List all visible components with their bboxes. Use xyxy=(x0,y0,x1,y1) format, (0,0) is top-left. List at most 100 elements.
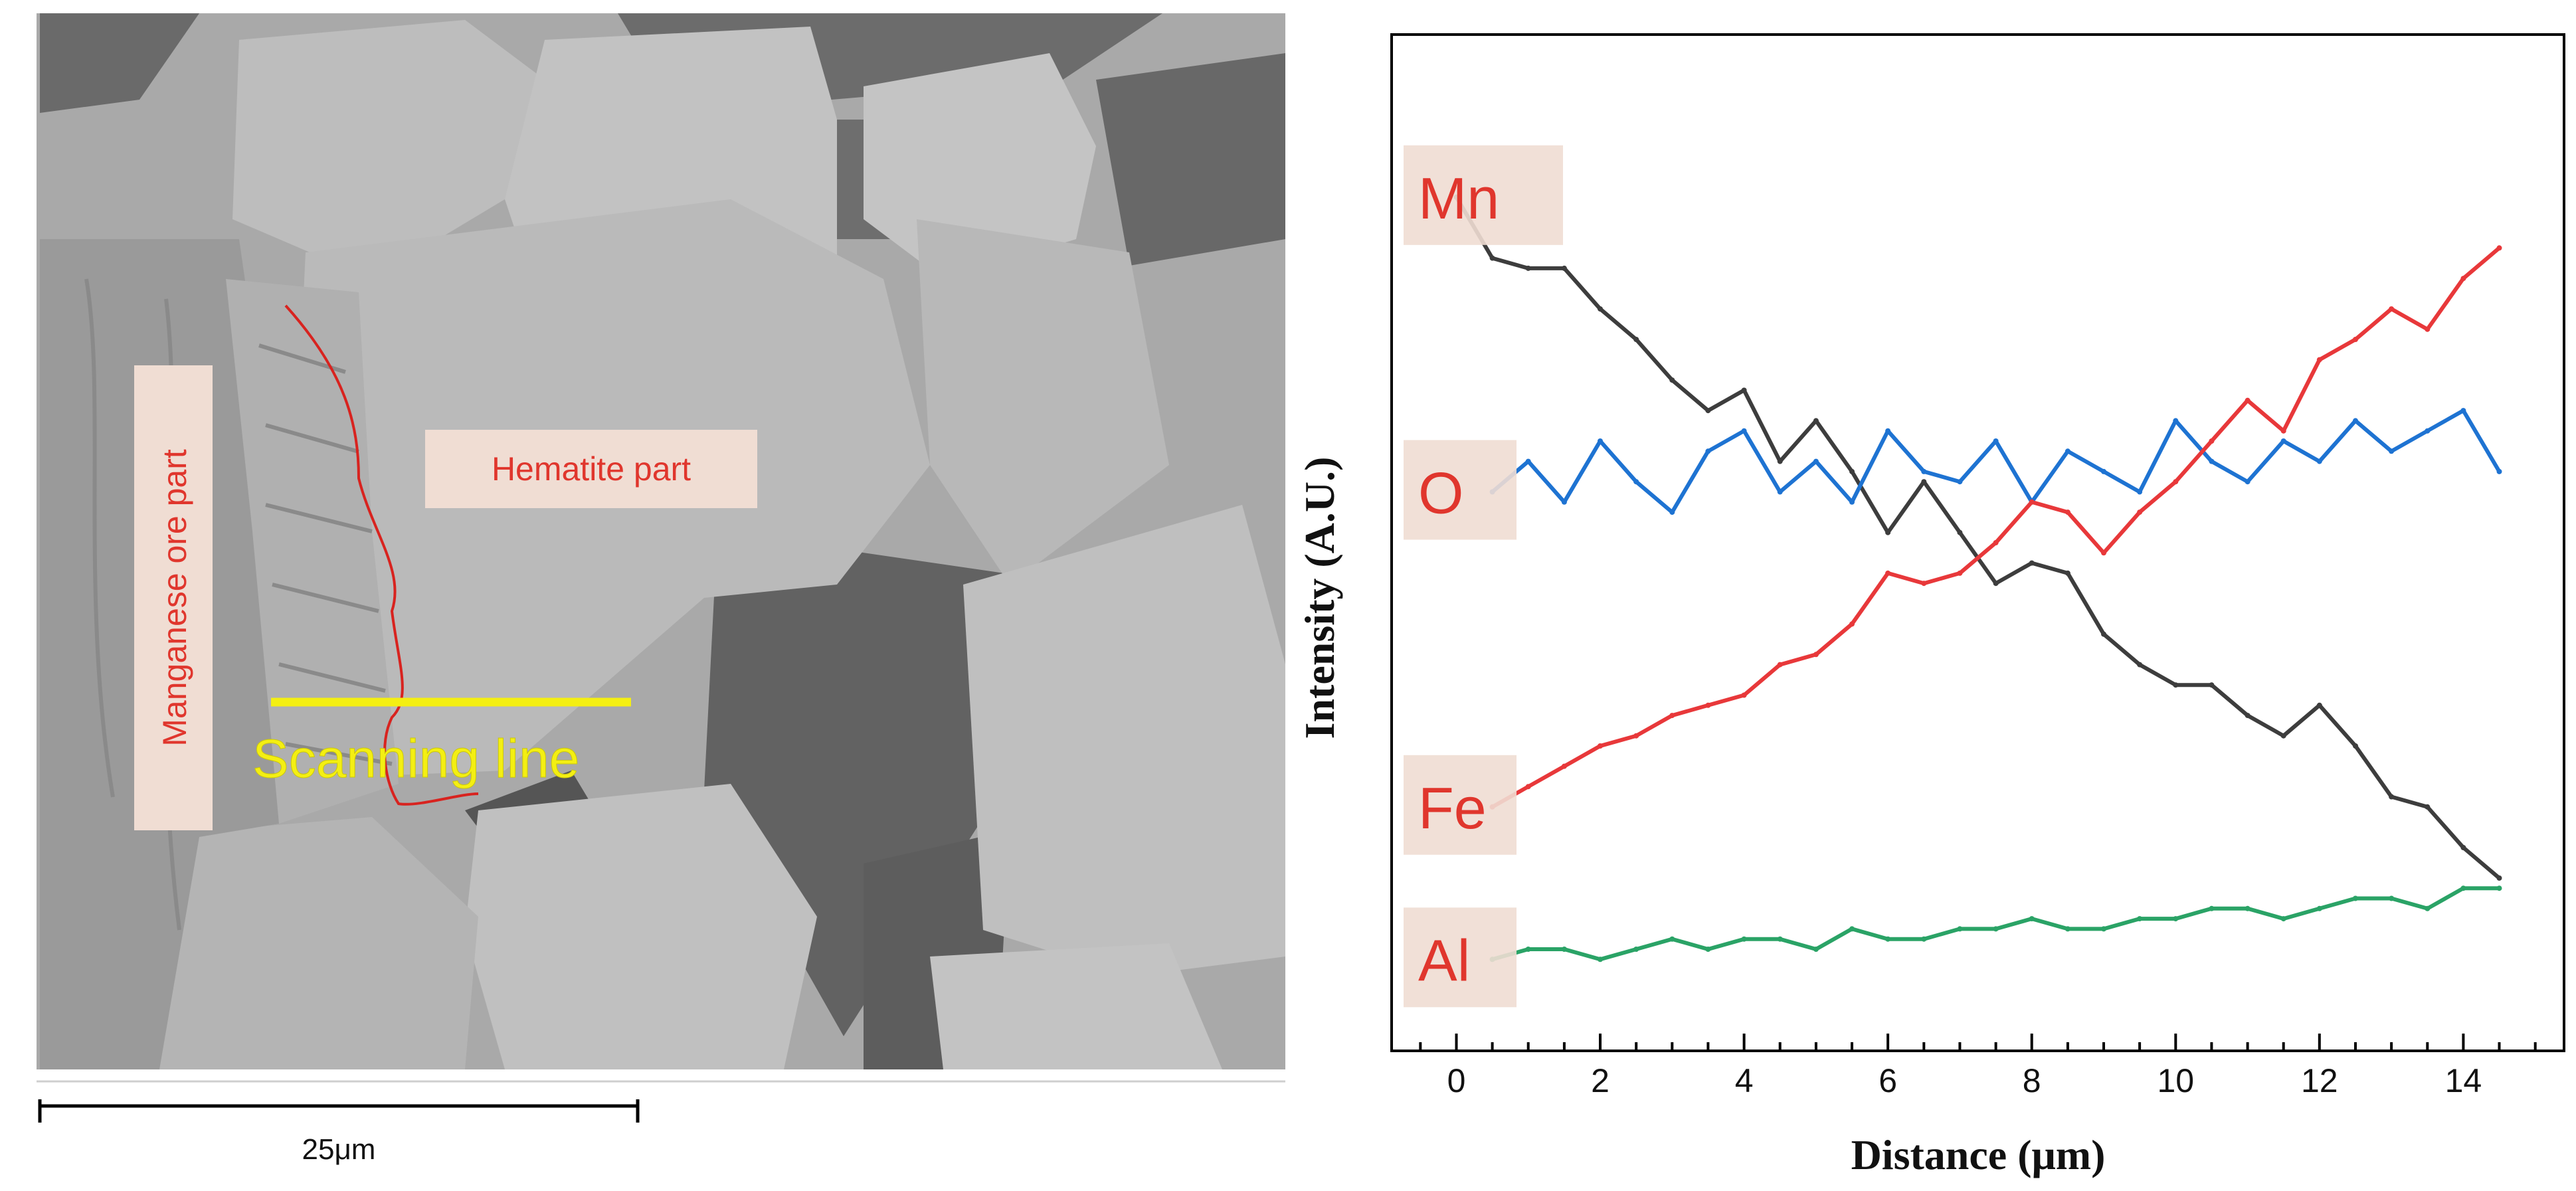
data-point-mn xyxy=(1633,337,1639,342)
scale-bar-label: 25μm xyxy=(302,1133,376,1166)
data-point-al xyxy=(1921,936,1927,942)
data-point-al xyxy=(1813,947,1819,952)
data-point-fe xyxy=(1921,581,1927,587)
data-point-al xyxy=(2101,926,2106,932)
data-point-fe xyxy=(1777,662,1783,668)
data-point-fe xyxy=(2245,397,2251,403)
data-point-fe xyxy=(1669,713,1675,719)
data-point-fe xyxy=(1741,692,1747,698)
data-point-mn xyxy=(1561,265,1567,271)
data-point-mn xyxy=(1741,387,1747,393)
data-point-al xyxy=(2137,916,2143,922)
data-point-mn xyxy=(2173,682,2179,688)
data-point-al xyxy=(1561,947,1567,952)
data-point-mn xyxy=(2065,570,2070,576)
x-tick-label: 6 xyxy=(1879,1062,1897,1099)
series-label-fe: Fe xyxy=(1418,775,1487,841)
hematite-label-box xyxy=(425,430,757,508)
data-point-al xyxy=(2496,885,2502,891)
data-point-o xyxy=(2496,468,2502,474)
x-tick-label: 14 xyxy=(2445,1062,2482,1099)
sem-pore xyxy=(1096,53,1285,266)
series-label-box-mn xyxy=(1404,145,1563,245)
data-point-o xyxy=(1561,499,1567,505)
manganese-label-box xyxy=(134,365,213,830)
data-point-mn xyxy=(2316,702,2322,708)
data-point-fe xyxy=(2316,357,2322,363)
data-point-al xyxy=(1669,936,1675,942)
series-label-box-al xyxy=(1404,907,1517,1008)
data-point-al xyxy=(1741,936,1747,942)
data-point-fe xyxy=(1885,570,1891,576)
data-point-al xyxy=(1777,936,1783,942)
data-point-o xyxy=(1741,428,1747,434)
sem-grain xyxy=(465,784,817,1069)
data-point-o xyxy=(1921,468,1927,474)
data-point-o xyxy=(2245,479,2251,485)
data-point-al xyxy=(1633,947,1639,952)
data-point-o xyxy=(1849,499,1855,505)
data-point-mn xyxy=(1849,468,1855,474)
x-tick-label: 8 xyxy=(2023,1062,2041,1099)
sem-manganese-region xyxy=(226,279,399,824)
data-point-fe xyxy=(2101,550,2106,556)
phase-boundary xyxy=(284,304,479,806)
data-point-mn xyxy=(2209,682,2215,688)
data-point-o xyxy=(2389,448,2395,454)
data-point-fe xyxy=(2496,245,2502,251)
data-point-o xyxy=(2425,428,2431,434)
data-point-o xyxy=(2353,418,2358,424)
data-point-mn xyxy=(2280,733,2286,739)
data-point-o xyxy=(1957,479,1963,485)
data-point-o xyxy=(1669,509,1675,515)
data-point-mn xyxy=(2245,713,2251,719)
data-point-fe xyxy=(1957,570,1963,576)
x-tick-label: 2 xyxy=(1591,1062,1610,1099)
data-point-fe xyxy=(2029,499,2035,505)
data-point-mn xyxy=(1885,529,1891,535)
data-point-fe xyxy=(1705,702,1711,708)
data-point-o xyxy=(2101,468,2106,474)
x-axis: 0 2 4 6 8 10 12 14 xyxy=(1419,1034,2537,1099)
data-point-o xyxy=(2316,458,2322,464)
data-point-fe xyxy=(2209,438,2215,444)
data-point-fe xyxy=(2173,479,2179,485)
data-point-mn xyxy=(2460,845,2466,850)
data-point-mn xyxy=(1957,529,1963,535)
data-point-al xyxy=(2425,905,2431,911)
x-tick-label: 12 xyxy=(2301,1062,2338,1099)
data-point-mn xyxy=(1525,265,1531,271)
data-point-al xyxy=(2245,905,2251,911)
series-label-box-fe xyxy=(1404,755,1517,855)
data-point-o xyxy=(2065,448,2070,454)
data-point-fe xyxy=(2137,509,2143,515)
data-point-o xyxy=(1705,448,1711,454)
sem-grain xyxy=(232,20,545,279)
data-point-mn xyxy=(2389,794,2395,800)
data-point-al xyxy=(1885,936,1891,942)
series-label-box-o xyxy=(1404,440,1517,540)
data-point-mn xyxy=(1777,458,1783,464)
data-point-o xyxy=(2173,418,2179,424)
y-axis-title: Intensity (A.U.) xyxy=(1296,457,1343,739)
data-point-mn xyxy=(2101,631,2106,637)
data-point-al xyxy=(2065,926,2070,932)
data-point-fe xyxy=(2460,276,2466,282)
data-point-o xyxy=(2460,408,2466,414)
data-point-o xyxy=(1525,458,1531,464)
data-point-mn xyxy=(1489,255,1495,261)
data-point-al xyxy=(2029,916,2035,922)
hematite-label: Hematite part xyxy=(492,450,691,488)
sem-pore xyxy=(40,13,199,113)
data-point-fe xyxy=(1993,540,1999,545)
data-point-fe xyxy=(2425,326,2431,332)
data-point-al xyxy=(1849,926,1855,932)
scale-bar: 25μm xyxy=(37,1080,1285,1166)
data-point-al xyxy=(2353,895,2358,901)
data-point-al xyxy=(1705,947,1711,952)
data-point-mn xyxy=(2353,743,2358,749)
data-point-mn xyxy=(1921,479,1927,485)
data-point-fe xyxy=(2389,306,2395,312)
